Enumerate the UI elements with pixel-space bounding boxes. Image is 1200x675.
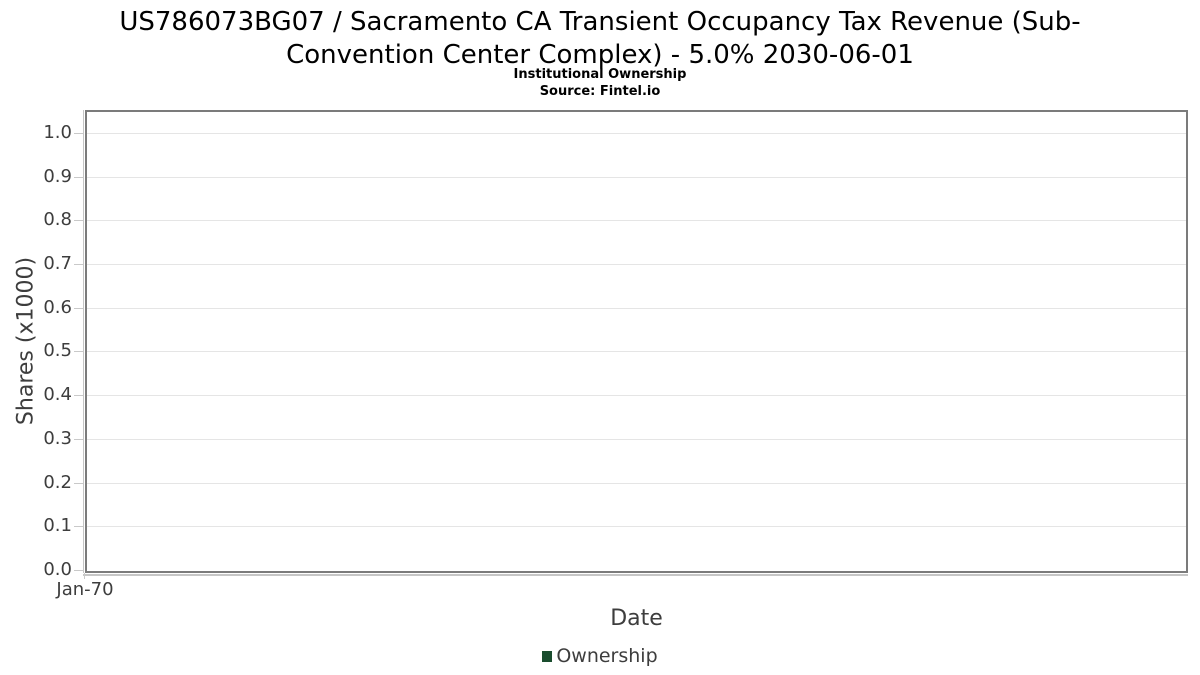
y-tick-label: 0.9: [43, 166, 72, 187]
chart-title-line2: Convention Center Complex) - 5.0% 2030-0…: [286, 40, 914, 70]
legend-marker-square: [542, 650, 553, 662]
y-tick-label: 0.4: [43, 384, 72, 405]
y-tick-label: 0.0: [43, 559, 72, 580]
x-tick-label: Jan-70: [56, 579, 114, 600]
y-tick-label: 1.0: [43, 122, 72, 143]
legend-item-ownership: Ownership: [542, 645, 658, 667]
y-tick-mark: [74, 483, 83, 484]
gridline: [87, 133, 1186, 134]
gridline: [87, 483, 1186, 484]
y-tick-mark: [74, 570, 83, 571]
y-tick-label: 0.1: [43, 515, 72, 536]
x-axis-line: [83, 574, 1188, 576]
y-tick-label: 0.7: [43, 253, 72, 274]
y-tick-mark: [74, 308, 83, 309]
x-tick-mark: [84, 573, 85, 579]
plot-area: [85, 110, 1188, 573]
gridline: [87, 308, 1186, 309]
chart-title-line1: US786073BG07 / Sacramento CA Transient O…: [119, 7, 1081, 37]
y-tick-label: 0.3: [43, 428, 72, 449]
y-tick-mark: [74, 526, 83, 527]
y-tick-mark: [74, 395, 83, 396]
y-tick-label: 0.2: [43, 472, 72, 493]
gridline: [87, 439, 1186, 440]
chart-subtitle: Institutional Ownership: [513, 67, 687, 82]
gridline: [87, 351, 1186, 352]
legend: Ownership: [0, 645, 1200, 667]
y-tick-label: 0.6: [43, 297, 72, 318]
y-tick-mark: [74, 177, 83, 178]
gridline: [87, 526, 1186, 527]
y-tick-label: 0.8: [43, 209, 72, 230]
gridline: [87, 177, 1186, 178]
y-tick-label: 0.5: [43, 340, 72, 361]
x-axis-label: Date: [610, 606, 663, 631]
gridline: [87, 220, 1186, 221]
chart-source: Source: Fintel.io: [539, 84, 661, 99]
y-tick-mark: [74, 220, 83, 221]
page-title: US786073BG07 / Sacramento CA Transient O…: [0, 6, 1200, 72]
gridline: [87, 264, 1186, 265]
y-tick-mark: [74, 351, 83, 352]
gridline: [87, 395, 1186, 396]
y-tick-mark: [74, 439, 83, 440]
y-tick-mark: [74, 133, 83, 134]
y-tick-mark: [74, 264, 83, 265]
legend-label: Ownership: [556, 645, 658, 667]
y-axis-line: [83, 110, 84, 573]
